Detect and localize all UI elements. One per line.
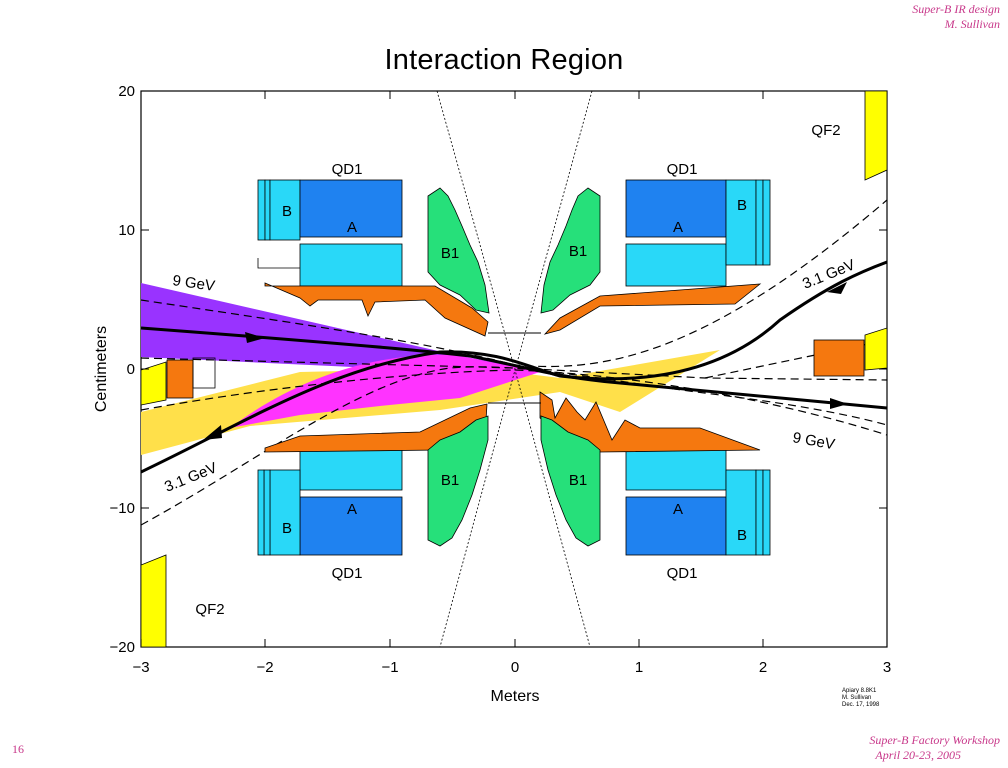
- label-a: A: [673, 501, 683, 518]
- plot-content: [141, 91, 887, 647]
- trajectory-3-1gev: [141, 260, 887, 474]
- qf2-magnet-left: [141, 361, 167, 406]
- trajectory-9gev: [141, 326, 887, 410]
- orange-block-left: [166, 359, 194, 399]
- page-title: Interaction Region: [384, 44, 624, 76]
- y-tick-label: −10: [110, 500, 135, 517]
- label-qd1: QD1: [667, 161, 698, 178]
- label-b: B: [737, 527, 747, 544]
- qf2-magnet-top-right: [864, 91, 887, 181]
- label-qd1: QD1: [332, 565, 363, 582]
- y-tick-label: 0: [127, 361, 135, 378]
- label-b: B: [282, 520, 292, 537]
- label-9gev-left: 9 GeV: [171, 272, 215, 295]
- arrow-head: [203, 425, 222, 440]
- x-tick-label: 3: [883, 659, 891, 676]
- y-tick-label: 10: [118, 222, 135, 239]
- label-b1: B1: [569, 243, 587, 260]
- x-tick-label: −2: [256, 659, 273, 676]
- white-block-left: [192, 357, 216, 389]
- qd1-magnet-top-left: [257, 179, 403, 287]
- label-qf2: QF2: [811, 122, 840, 139]
- slide-number: 16: [12, 742, 24, 756]
- qf2-magnet-bottom-left: [141, 554, 167, 647]
- y-tick-label: 20: [118, 83, 135, 100]
- envelope-dashed-line: [704, 339, 887, 379]
- y-axis-ticks: [141, 229, 887, 509]
- x-axis-ticks: [140, 91, 888, 647]
- x-tick-label: 1: [635, 659, 643, 676]
- arrow-head: [245, 332, 265, 343]
- beam-envelope-magenta: [230, 354, 540, 428]
- b1-magnet-bottom-right: [540, 415, 601, 547]
- credit-line-2: M. Sullivan: [842, 695, 872, 701]
- label-b1: B1: [569, 472, 587, 489]
- label-b1: B1: [441, 245, 459, 262]
- x-tick-label: 0: [511, 659, 519, 676]
- envelope-dashed-line: [141, 366, 887, 526]
- label-qd1: QD1: [332, 161, 363, 178]
- header-line-2: M. Sullivan: [944, 17, 1000, 31]
- arrow-head: [830, 398, 848, 409]
- credit-line-3: Dec. 17, 1998: [842, 702, 880, 708]
- footer-line-1: Super-B Factory Workshop: [869, 733, 1000, 747]
- envelope-dashed-line: [141, 357, 887, 381]
- credit-line-1: Apiary 8.8K1: [842, 688, 877, 694]
- b1-magnet-top-right: [540, 187, 601, 314]
- arrow-head: [827, 282, 847, 294]
- b1-magnet-bottom-left: [427, 415, 489, 547]
- x-tick-label: −3: [132, 659, 149, 676]
- qd1-magnet-bottom-right: [625, 449, 771, 556]
- label-b: B: [737, 197, 747, 214]
- mask-shield-top-right: [543, 283, 762, 335]
- qd1-magnet-bottom-left: [257, 449, 403, 556]
- label-qd1: QD1: [667, 565, 698, 582]
- x-tick-label: −1: [381, 659, 398, 676]
- y-tick-label: −20: [110, 639, 135, 656]
- header-line-1: Super-B IR design: [912, 2, 1000, 16]
- label-qf2: QF2: [195, 601, 224, 618]
- label-a: A: [347, 219, 357, 236]
- detector-cone-line: [514, 91, 593, 647]
- label-a: A: [673, 219, 683, 236]
- envelope-dashed-line: [141, 369, 887, 436]
- qd1-magnet-top-right: [625, 179, 771, 287]
- y-axis-title: Centimeters: [93, 326, 110, 412]
- mask-shield-top-left: [264, 282, 489, 337]
- label-b: B: [282, 203, 292, 220]
- footer-line-2: April 20-23, 2005: [875, 748, 962, 762]
- label-a: A: [347, 501, 357, 518]
- central-beam-pipe: [488, 332, 541, 404]
- label-b1: B1: [441, 472, 459, 489]
- b1-magnet-top-left: [427, 187, 490, 314]
- mask-shield-bottom-left: [264, 403, 488, 453]
- qf2-magnet-right: [864, 327, 887, 371]
- x-tick-label: 2: [759, 659, 767, 676]
- footer-text: Super-B Factory Workshop April 20-23, 20…: [869, 733, 1000, 763]
- header-text: Super-B IR design M. Sullivan: [912, 2, 1000, 32]
- orange-block-right: [813, 339, 865, 377]
- x-axis-title: Meters: [491, 688, 540, 705]
